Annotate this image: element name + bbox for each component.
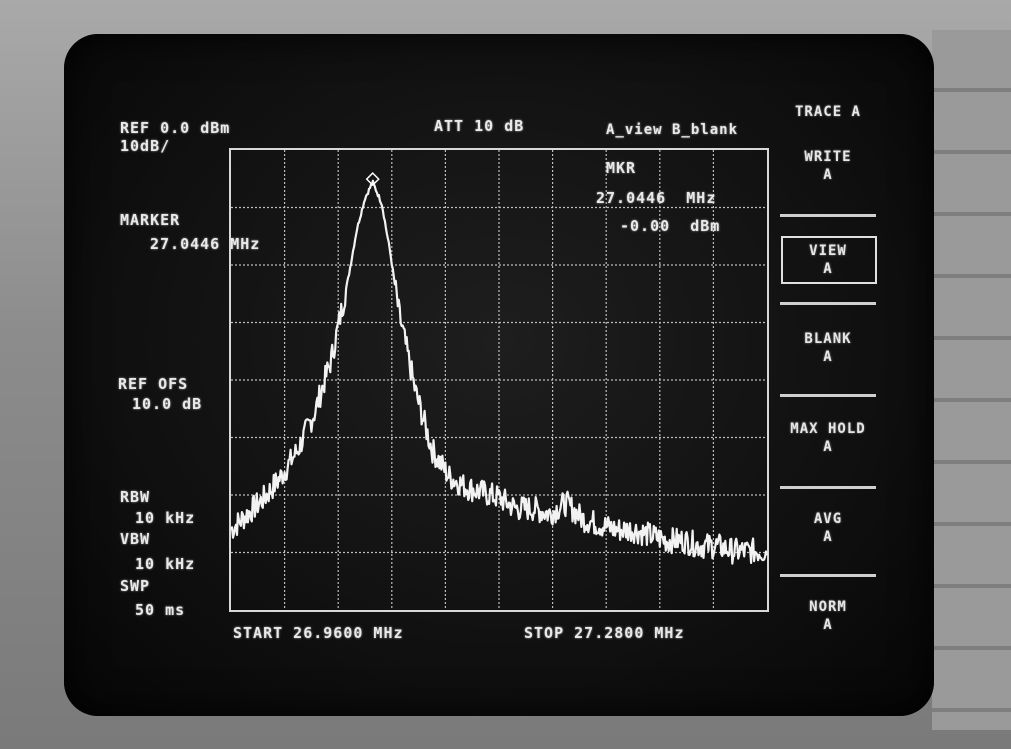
softkey-selected-indicator <box>781 236 877 284</box>
softkey-avg-a[interactable]: AVG A <box>813 511 843 545</box>
spectrum-plot-frame <box>229 148 769 612</box>
front-panel-buttons-column <box>932 30 1011 730</box>
softkey-separator <box>780 214 876 217</box>
vbw-value: 10 kHz <box>135 555 196 573</box>
softkey-write-a[interactable]: WRITE A <box>804 149 852 183</box>
softkey-separator <box>780 394 876 397</box>
rbw-value: 10 kHz <box>135 509 196 527</box>
marker-readout-label: MKR <box>606 159 637 177</box>
marker-readout-frequency: 27.0446 MHz <box>596 189 717 207</box>
start-frequency: START 26.9600 MHz <box>233 624 404 642</box>
rbw-label: RBW <box>120 488 151 506</box>
vbw-label: VBW <box>120 530 151 548</box>
ref-offset-label: REF OFS <box>118 375 189 393</box>
marker-readout-amplitude: -0.00 dBm <box>620 217 721 235</box>
softkey-separator <box>780 302 876 305</box>
softkey-separator <box>780 574 876 577</box>
softkey-blank-a[interactable]: BLANK A <box>804 331 852 365</box>
spectrum-trace-line <box>229 179 769 565</box>
softkey-max-hold-a[interactable]: MAX HOLD A <box>790 421 866 455</box>
ref-level: REF 0.0 dBm <box>120 119 231 137</box>
sweep-label: SWP <box>120 577 151 595</box>
spectrum-trace-plot <box>229 150 769 610</box>
grid <box>231 150 767 610</box>
marker-label: MARKER <box>120 211 181 229</box>
marker-diamond <box>365 172 380 187</box>
marker-frequency: 27.0446 MHz <box>150 235 261 253</box>
sweep-value: 50 ms <box>135 601 186 619</box>
attenuation: ATT 10 dB <box>434 117 525 135</box>
softkey-separator <box>780 486 876 489</box>
softkey-view-a[interactable]: VIEW A <box>809 243 847 277</box>
softkey-menu-title: TRACE A <box>794 104 861 120</box>
trace-mode: A_view B_blank <box>606 122 739 138</box>
softkey-norm-a[interactable]: NORM A <box>809 599 847 633</box>
scale-per-div: 10dB/ <box>120 137 171 155</box>
ref-offset-value: 10.0 dB <box>132 395 203 413</box>
stop-frequency: STOP 27.2800 MHz <box>524 624 685 642</box>
